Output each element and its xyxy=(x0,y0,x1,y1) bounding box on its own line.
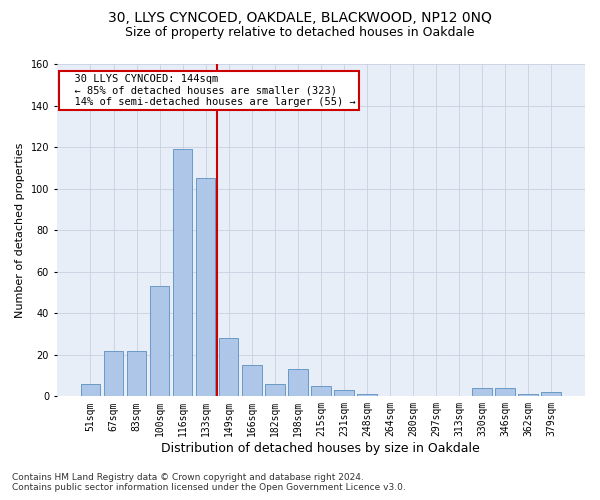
Bar xyxy=(334,390,353,396)
Text: Contains HM Land Registry data © Crown copyright and database right 2024.
Contai: Contains HM Land Registry data © Crown c… xyxy=(12,473,406,492)
Bar xyxy=(242,365,262,396)
Bar xyxy=(219,338,238,396)
Text: 30, LLYS CYNCOED, OAKDALE, BLACKWOOD, NP12 0NQ: 30, LLYS CYNCOED, OAKDALE, BLACKWOOD, NP… xyxy=(108,12,492,26)
Text: Size of property relative to detached houses in Oakdale: Size of property relative to detached ho… xyxy=(125,26,475,39)
Bar xyxy=(173,149,193,396)
X-axis label: Distribution of detached houses by size in Oakdale: Distribution of detached houses by size … xyxy=(161,442,480,455)
Y-axis label: Number of detached properties: Number of detached properties xyxy=(15,142,25,318)
Bar xyxy=(518,394,538,396)
Bar xyxy=(311,386,331,396)
Bar xyxy=(541,392,561,396)
Bar xyxy=(472,388,492,396)
Bar xyxy=(265,384,284,396)
Bar xyxy=(496,388,515,396)
Bar xyxy=(104,350,124,397)
Bar xyxy=(357,394,377,396)
Text: 30 LLYS CYNCOED: 144sqm
  ← 85% of detached houses are smaller (323)
  14% of se: 30 LLYS CYNCOED: 144sqm ← 85% of detache… xyxy=(62,74,356,107)
Bar xyxy=(81,384,100,396)
Bar xyxy=(288,370,308,396)
Bar xyxy=(150,286,169,397)
Bar xyxy=(127,350,146,397)
Bar xyxy=(196,178,215,396)
